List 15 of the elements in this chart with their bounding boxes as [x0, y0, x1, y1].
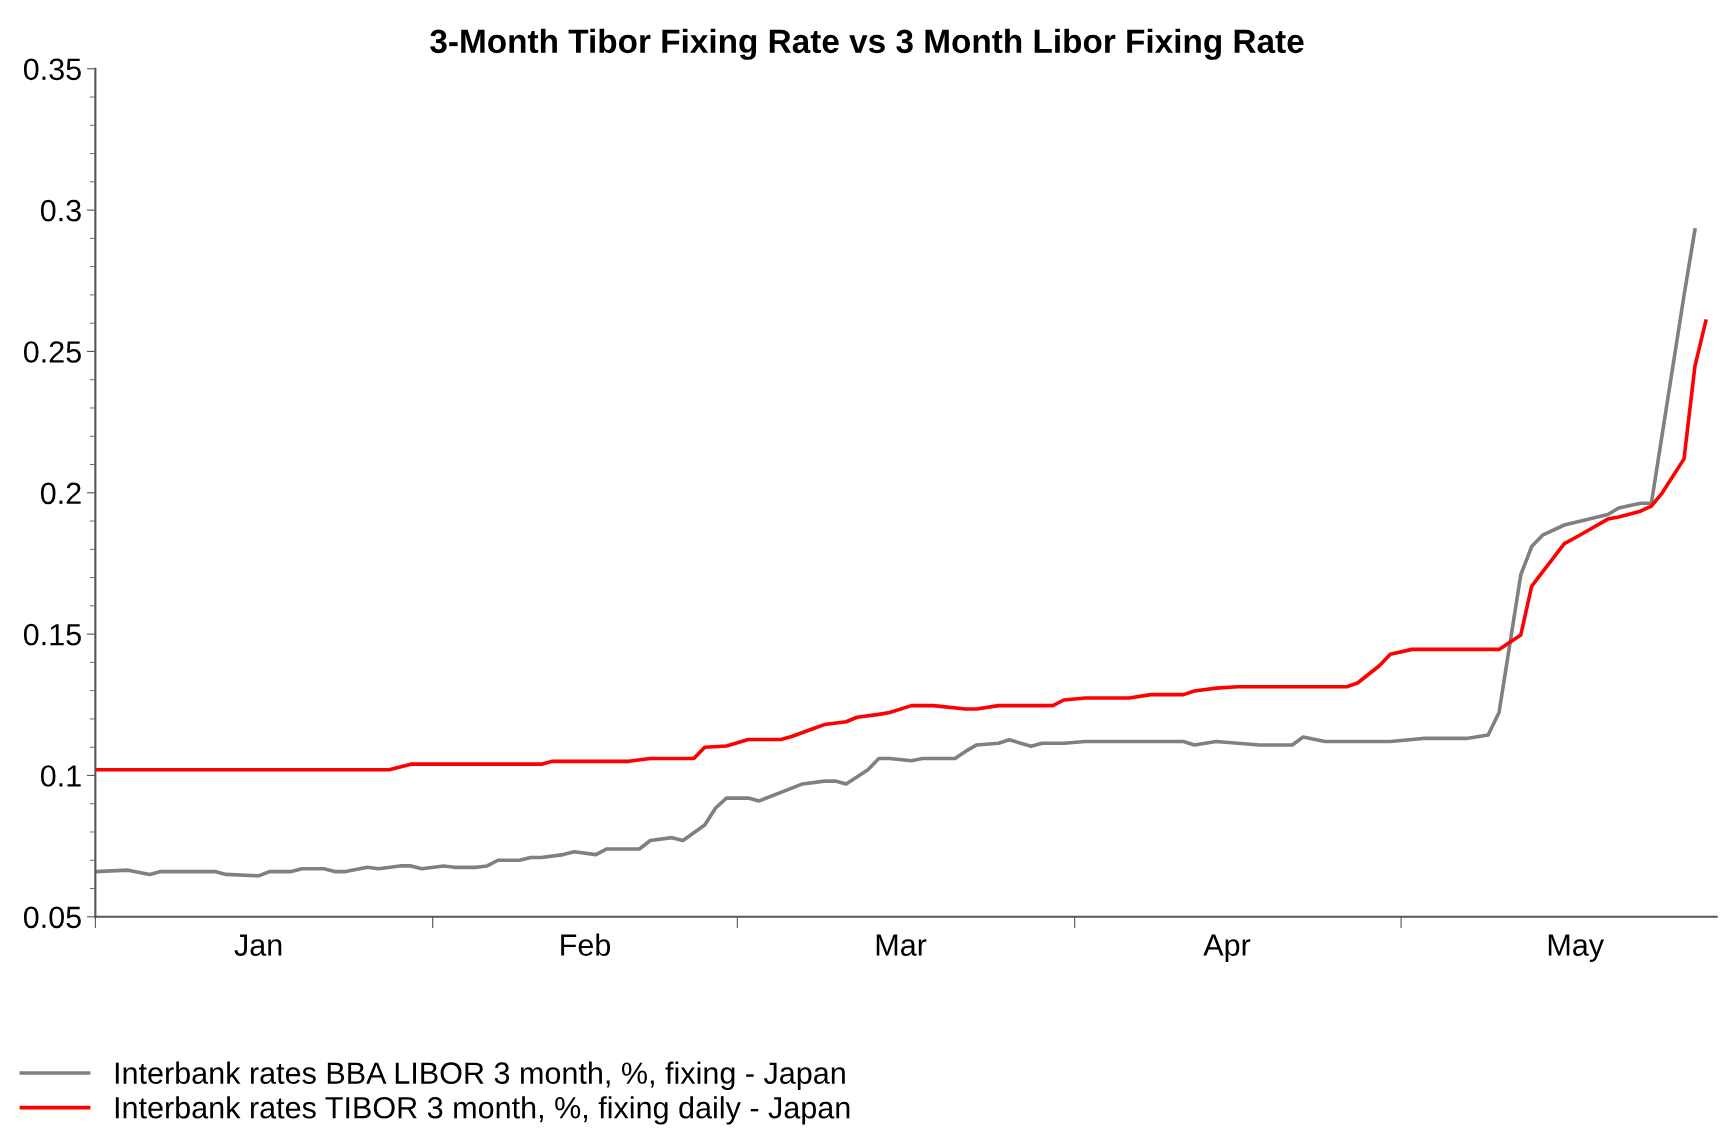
y-tick-label: 0.25 [23, 341, 81, 363]
x-tick-label: Mar [876, 934, 927, 956]
y-tick-label: 0.2 [40, 482, 81, 505]
y-tick-label: 0.35 [23, 58, 81, 81]
x-tick-label: Feb [561, 933, 611, 956]
y-tick-label: 0.15 [23, 623, 81, 646]
x-tick-label: Jan [234, 934, 282, 956]
y-tick-label: 0.3 [40, 199, 81, 222]
chart-title: 3-Month Tibor Fixing Rate vs 3 Month Libor Fixing Rate [430, 28, 1304, 60]
y-tick-label: 0.1 [40, 765, 81, 787]
legend-label: Interbank rates BBA LIBOR 3 month, %, fixing - Japan [115, 1061, 845, 1091]
x-tick-label: Apr [1203, 934, 1251, 962]
x-tick-label: May [1548, 934, 1605, 962]
legend-label: Interbank rates TIBOR 3 month, %, fixing daily - Japan [115, 1096, 850, 1125]
y-tick-label: 0.05 [23, 906, 81, 929]
